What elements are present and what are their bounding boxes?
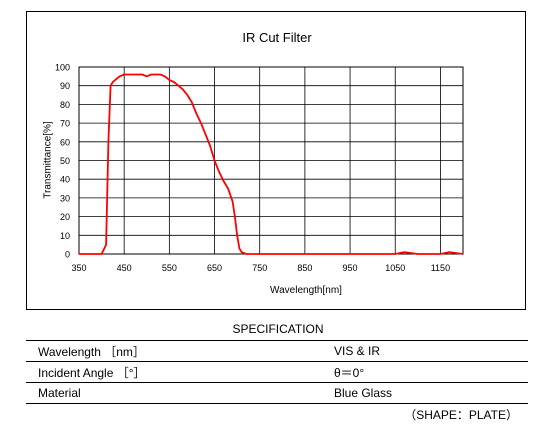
chart-title: IR Cut Filter: [242, 30, 312, 45]
spec-value: VIS & IR: [308, 340, 528, 362]
y-tick-label: 80: [60, 100, 70, 110]
spec-title: SPECIFICATION: [232, 322, 324, 336]
y-tick-label: 100: [55, 63, 70, 73]
y-tick-label: 10: [60, 231, 70, 241]
x-tick-label: 950: [343, 263, 358, 273]
y-axis-label: Transmittance[%]: [42, 121, 54, 199]
x-tick-label: 450: [117, 263, 132, 273]
spec-row-material: Material Blue Glass: [26, 382, 528, 404]
x-tick-label: 350: [71, 263, 86, 273]
spec-table: Wavelength ［nm］ VIS & IR Incident Angle …: [26, 340, 528, 404]
y-tick-label: 0: [65, 250, 70, 260]
chart-frame: [26, 11, 526, 310]
spec-value: θ＝0°: [308, 361, 528, 383]
spec-value: Blue Glass: [308, 382, 528, 404]
y-tick-label: 40: [60, 175, 70, 185]
x-tick-label: 750: [252, 263, 267, 273]
x-axis-label: Wavelength[nm]: [270, 285, 342, 296]
spec-row-incident-angle: Incident Angle ［°］ θ＝0°: [26, 361, 528, 383]
shape-note: （SHAPE：PLATE）: [404, 408, 518, 422]
y-tick-label: 50: [60, 156, 70, 166]
spec-key: Incident Angle ［°］: [26, 361, 308, 383]
y-tick-label: 70: [60, 119, 70, 129]
x-tick-label: 1050: [385, 263, 405, 273]
spec-key: Wavelength ［nm］: [26, 340, 308, 362]
x-tick-label: 650: [207, 263, 222, 273]
spec-key: Material: [26, 382, 308, 404]
x-tick-label: 1150: [431, 263, 450, 273]
transmittance-chart: 350 450 550 650 750 850 950 1050 1150 0 10 20 30 40 50…: [55, 63, 464, 273]
y-tick-label: 90: [60, 81, 70, 91]
y-tick-label: 20: [60, 212, 70, 222]
spec-row-wavelength: Wavelength ［nm］ VIS & IR: [26, 340, 528, 362]
y-tick-label: 30: [60, 193, 70, 203]
x-tick-label: 850: [297, 263, 312, 273]
y-tick-label: 60: [60, 137, 70, 147]
transmittance-line: [79, 73, 464, 255]
x-tick-label: 550: [162, 263, 177, 273]
